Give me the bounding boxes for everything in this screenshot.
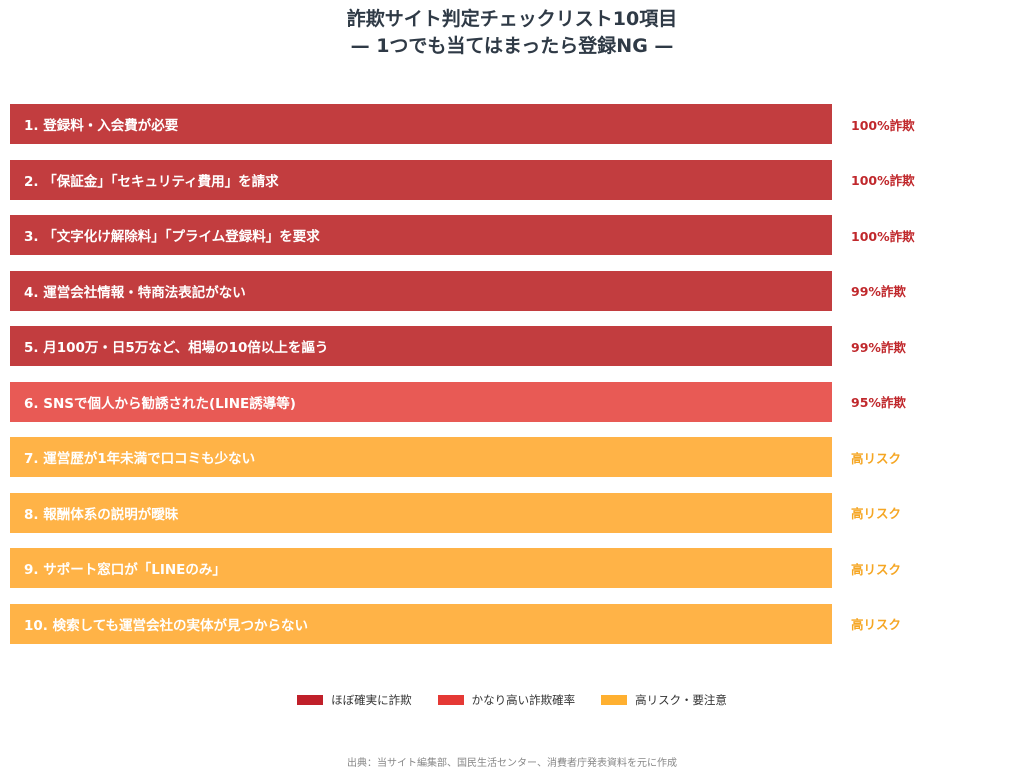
legend-item: かなり高い詐欺確率 [437, 692, 576, 708]
bar-row: 8. 報酬体系の説明が曖昧 高リスク [10, 492, 1014, 533]
bar-value-label: 100%詐欺 [851, 117, 915, 133]
bar-row: 6. SNSで個人から勧誘された(LINE誘導等) 95%詐欺 [10, 381, 1014, 422]
bar-label: 1. 登録料・入会費が必要 [24, 118, 179, 134]
bar-value-label: 99%詐欺 [851, 339, 906, 355]
bar-label: 6. SNSで個人から勧誘された(LINE誘導等) [24, 395, 296, 412]
bar-row: 9. サポート窓口が「LINEのみ」 高リスク [10, 548, 1014, 588]
bar-value-label: 高リスク [851, 617, 902, 632]
legend-item: 高リスク・要注意 [601, 692, 727, 708]
bar-value-label: 高リスク [851, 450, 902, 466]
bar-label: 8. 報酬体系の説明が曖昧 [24, 506, 179, 523]
bar-value-label: 高リスク [851, 561, 902, 577]
bar-row: 1. 登録料・入会費が必要 100%詐欺 [10, 104, 1014, 144]
bar-value-label: 99%詐欺 [851, 284, 906, 299]
chart-title: 詐欺サイト判定チェックリスト10項目 [346, 8, 678, 30]
bar: 8. 報酬体系の説明が曖昧 [10, 492, 832, 533]
bar: 7. 運営歴が1年未満で口コミも少ない [10, 437, 832, 477]
bar-label: 9. サポート窓口が「LINEのみ」 [24, 562, 226, 578]
bar-value-label: 100%詐欺 [851, 173, 915, 188]
bar-label: 2. 「保証金」「セキュリティ費用」を請求 [24, 173, 279, 190]
bar-row: 3. 「文字化け解除料」「プライム登録料」を要求 100%詐欺 [10, 215, 1014, 255]
bar: 2. 「保証金」「セキュリティ費用」を請求 [10, 159, 832, 200]
bar-row: 2. 「保証金」「セキュリティ費用」を請求 100%詐欺 [10, 159, 1014, 200]
bar: 1. 登録料・入会費が必要 [10, 104, 832, 144]
bar: 10. 検索しても運営会社の実体が見つからない [10, 603, 832, 644]
bar: 5. 月100万・日5万など、相場の10倍以上を謳う [10, 326, 832, 366]
source-note: 出典：当サイト編集部、国民生活センター、消費者庁発表資料を元に作成 [347, 758, 677, 769]
legend-item: ほぼ確実に詐欺 [297, 692, 412, 708]
bar-label: 4. 運営会社情報・特商法表記がない [24, 284, 246, 301]
legend-swatch [601, 695, 628, 705]
bar-value-label: 100%詐欺 [851, 228, 915, 244]
bar-label: 3. 「文字化け解除料」「プライム登録料」を要求 [24, 229, 320, 245]
legend-swatch [297, 695, 324, 705]
bar: 4. 運営会社情報・特商法表記がない [10, 270, 832, 311]
bar: 6. SNSで個人から勧誘された(LINE誘導等) [10, 381, 832, 422]
legend-label: かなり高い詐欺確率 [471, 693, 576, 707]
bar-row: 4. 運営会社情報・特商法表記がない 99%詐欺 [10, 270, 1014, 311]
legend-swatch [437, 695, 464, 705]
chart-legend: ほぼ確実に詐欺 かなり高い詐欺確率 高リスク・要注意 [0, 692, 1024, 708]
legend-label: ほぼ確実に詐欺 [331, 693, 412, 707]
bar-row: 7. 運営歴が1年未満で口コミも少ない 高リスク [10, 437, 1014, 477]
bar-label: 10. 検索しても運営会社の実体が見つからない [24, 617, 309, 634]
bar: 9. サポート窓口が「LINEのみ」 [10, 548, 832, 588]
legend-label: 高リスク・要注意 [635, 693, 727, 707]
bar-row: 10. 検索しても運営会社の実体が見つからない 高リスク [10, 603, 1014, 644]
bar-label: 7. 運営歴が1年未満で口コミも少ない [24, 451, 256, 467]
bar-row: 5. 月100万・日5万など、相場の10倍以上を謳う 99%詐欺 [10, 326, 1014, 366]
bar-value-label: 95%詐欺 [851, 395, 906, 410]
bar-label: 5. 月100万・日5万など、相場の10倍以上を謳う [24, 340, 329, 356]
bar-value-label: 高リスク [851, 506, 902, 521]
chart-subtitle: — 1つでも当てはまったら登録NG — [350, 35, 674, 57]
bar-chart: 1. 登録料・入会費が必要 100%詐欺 2. 「保証金」「セキュリティ費用」を請求… [10, 104, 1014, 644]
chart-title-block: 詐欺サイト判定チェックリスト10項目 — 1つでも当てはまったら登録NG — [0, 6, 1024, 60]
bar: 3. 「文字化け解除料」「プライム登録料」を要求 [10, 215, 832, 255]
